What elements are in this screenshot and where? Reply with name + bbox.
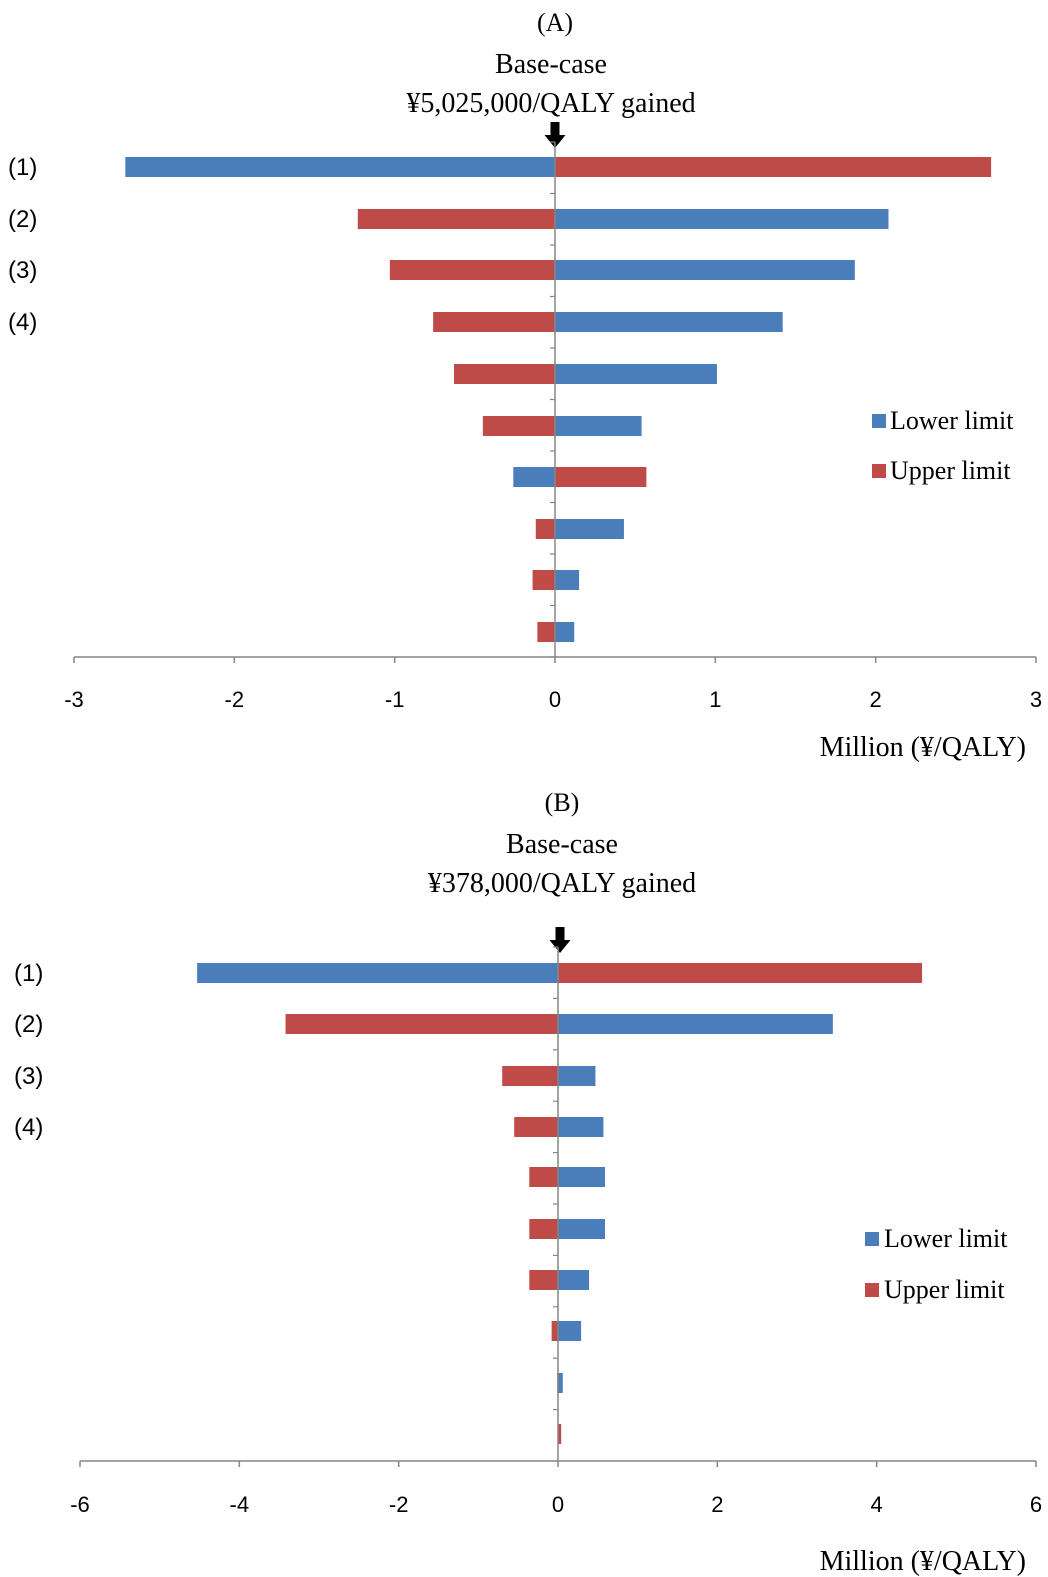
panel-a-legend-upper-label: Upper limit (890, 456, 1011, 485)
panel-b-xlabel: Million (¥/QALY) (820, 1546, 1026, 1577)
panel-b-x-tick-label-1: -4 (230, 1492, 250, 1517)
panel-b-legend: Lower limit Upper limit (865, 1224, 1008, 1304)
panel-a-legend: Lower limit Upper limit (872, 406, 1014, 485)
panel-b-x-tick-label-2: -2 (389, 1492, 409, 1517)
panel-a-bar-lower-row-1 (125, 157, 555, 177)
panel-a-row-label-1: (1) (8, 154, 37, 181)
panel-a-bar-upper-row-3 (389, 260, 555, 280)
panel-b-bar-lower-row-4 (558, 1117, 604, 1137)
panel-b-bar-upper-row-5 (529, 1167, 558, 1187)
panel-b-title: Base-case (506, 829, 618, 860)
panel-b-legend-lower-label: Lower limit (884, 1224, 1008, 1253)
panel-b-base-case-arrow-icon (549, 927, 571, 953)
panel-a-x-tick-label-2: -1 (385, 687, 405, 712)
panel-a-row-label-4: (4) (8, 309, 37, 336)
panel-a-legend-upper-swatch (872, 464, 886, 478)
panel-a-title: Base-case (495, 49, 607, 80)
panel-a-bar-upper-row-5 (453, 364, 555, 384)
panel-b-bar-lower-row-3 (558, 1066, 596, 1086)
panel-b-row-label-2: (2) (14, 1011, 43, 1038)
panel-b-bar-upper-row-7 (529, 1270, 558, 1290)
panel-a-bar-lower-row-2 (555, 209, 889, 229)
panel-a-x-tick-label-5: 2 (870, 687, 882, 712)
panel-a-xlabel: Million (¥/QALY) (820, 732, 1026, 763)
panel-b-x-tick-label-3: 0 (552, 1492, 564, 1517)
panel-a-x-tick-label-0: -3 (64, 687, 84, 712)
panel-a-subtitle: ¥5,025,000/QALY gained (406, 88, 695, 119)
panel-b-row-label-3: (3) (14, 1063, 43, 1090)
panel-b-x-tick-label-5: 4 (871, 1492, 883, 1517)
panel-b-bar-lower-row-5 (558, 1167, 606, 1187)
panel-b-x-tick-label-6: 6 (1030, 1492, 1042, 1517)
panel-b-row-label-1: (1) (14, 960, 43, 987)
panel-b-bar-upper-row-4 (514, 1117, 558, 1137)
panel-b-bar-upper-row-10 (558, 1424, 562, 1444)
panel-a-bar-upper-row-1 (555, 157, 992, 177)
panel-a-bar-upper-row-8 (535, 519, 555, 539)
panel-a-bar-lower-row-6 (555, 416, 642, 436)
panel-b-bar-lower-row-1 (197, 963, 559, 983)
panel-a-base-case-arrow-icon (544, 122, 566, 148)
panel-a-bar-lower-row-8 (555, 519, 624, 539)
panel-b-bar-upper-row-2 (285, 1014, 558, 1034)
panel-a-bar-lower-row-3 (555, 260, 855, 280)
panel-a-x-tick-label-4: 1 (709, 687, 721, 712)
panel-a-bar-upper-row-10 (537, 622, 555, 642)
panel-a-bar-upper-row-9 (532, 570, 555, 590)
panel-a-bar-upper-row-2 (357, 209, 555, 229)
panel-b-bar-upper-row-1 (558, 963, 923, 983)
panel-a-legend-lower-swatch (872, 414, 886, 428)
panel-a-bar-lower-row-9 (555, 570, 580, 590)
panel-b-bar-upper-row-6 (529, 1219, 558, 1239)
panel-b-bar-lower-row-6 (558, 1219, 606, 1239)
panel-b-subtitle: ¥378,000/QALY gained (428, 868, 696, 899)
panel-b-legend-upper-swatch (865, 1283, 879, 1297)
panel-b-plot: -6 -4 -2 0 2 4 6 (1) (2) (3) (4) (14, 946, 1042, 1517)
panel-b-label: (B) (545, 788, 580, 817)
panel-b-row-label-4: (4) (14, 1114, 43, 1141)
panel-b-x-tick-label-4: 2 (711, 1492, 723, 1517)
panel-b-bar-upper-row-8 (551, 1321, 558, 1341)
panel-b-legend-upper-label: Upper limit (884, 1275, 1005, 1304)
panel-a-x-tick-label-6: 3 (1030, 687, 1042, 712)
panel-a-plot: -3 -2 -1 0 1 2 3 (1) (2) (3) (4) (8, 141, 1042, 712)
panel-a-row-label-2: (2) (8, 206, 37, 233)
panel-b-bar-lower-row-7 (558, 1270, 590, 1290)
panel-a-bar-lower-row-7 (513, 467, 555, 487)
panel-a-bar-lower-row-4 (555, 312, 783, 332)
panel-a-x-tick-label-1: -2 (225, 687, 245, 712)
panel-a-bar-upper-row-7 (555, 467, 647, 487)
panel-b-bar-upper-row-3 (502, 1066, 558, 1086)
panel-b-bar-lower-row-9 (558, 1373, 563, 1393)
panel-a-legend-lower-label: Lower limit (890, 406, 1014, 435)
panel-b-legend-lower-swatch (865, 1232, 879, 1246)
panel-a-bar-upper-row-4 (433, 312, 555, 332)
panel-a-x-tick-label-3: 0 (549, 687, 561, 712)
panel-a: (A) Base-case ¥5,025,000/QALY gained -3-… (8, 8, 1042, 763)
panel-a-label: (A) (537, 8, 573, 37)
panel-b: (B) Base-case ¥378,000/QALY gained -6 -4-… (14, 788, 1042, 1577)
panel-a-row-label-3: (3) (8, 257, 37, 284)
panel-b-bar-lower-row-8 (558, 1321, 582, 1341)
panel-a-bar-lower-row-10 (555, 622, 575, 642)
panel-a-bar-lower-row-5 (555, 364, 717, 384)
panel-a-bar-upper-row-6 (482, 416, 555, 436)
panel-b-x-tick-label-0: -6 (70, 1492, 90, 1517)
panel-b-bar-lower-row-2 (558, 1014, 833, 1034)
